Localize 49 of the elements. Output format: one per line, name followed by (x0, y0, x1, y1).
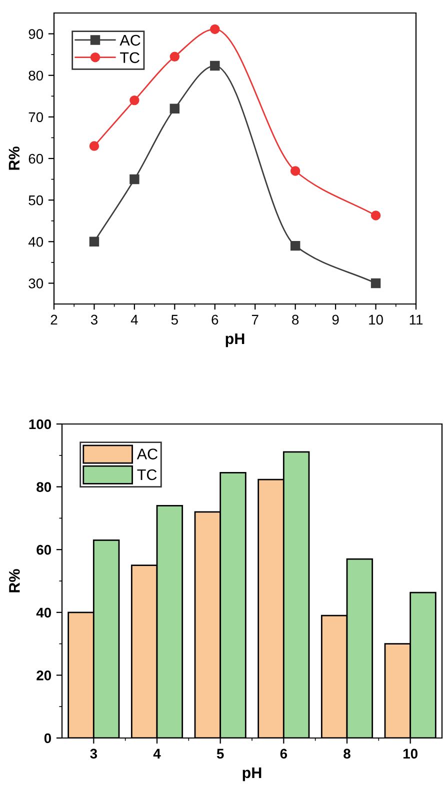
y-axis-title: R% (8, 146, 20, 170)
y-tick-label: 60 (28, 154, 44, 164)
point (370, 278, 381, 288)
legend-label: AC (136, 448, 158, 460)
y-tick-label: 100 (29, 419, 52, 430)
point (89, 236, 100, 247)
point (170, 52, 180, 62)
x-tick-label: 7 (252, 314, 258, 324)
y-tick-label: 0 (44, 733, 52, 744)
x-tick-label: 10 (403, 748, 418, 759)
point (370, 210, 381, 220)
x-axis-title: pH (226, 333, 244, 348)
point (170, 104, 180, 114)
legend-label: TC (120, 52, 140, 64)
y-axis-title: R% (9, 569, 20, 592)
x-tick-label: 4 (130, 314, 138, 324)
x-tick-label: 6 (280, 748, 288, 759)
x-tick-label: 5 (171, 314, 178, 325)
x-tick-label: 3 (90, 748, 98, 759)
x-tick-label: 8 (344, 748, 350, 759)
x-tick-label: 3 (90, 314, 98, 325)
y-tick-label: 30 (28, 278, 44, 288)
y-tick-label: 80 (36, 482, 52, 492)
y-tick-label: 50 (28, 195, 44, 206)
x-tick-label: 2 (50, 314, 58, 324)
point (290, 166, 300, 176)
point (130, 95, 140, 106)
legend-label: TC (137, 469, 157, 480)
x-tick-label: 5 (216, 748, 224, 759)
x-tick-label: 10 (369, 314, 383, 325)
x-tick-label: 4 (153, 748, 161, 758)
point (210, 24, 220, 34)
y-tick-label: 60 (36, 544, 52, 555)
y-tick-label: 70 (28, 112, 44, 122)
x-axis-title: pH (242, 767, 262, 782)
y-tick-label: 40 (36, 608, 52, 618)
legend-label: AC (120, 34, 140, 46)
x-tick-label: 9 (332, 314, 339, 325)
x-tick-label: 8 (292, 314, 299, 325)
point (210, 60, 220, 71)
point (130, 174, 140, 184)
y-tick-label: 20 (36, 670, 52, 680)
x-tick-label: 6 (212, 314, 218, 325)
y-tick-label: 90 (28, 29, 44, 39)
x-tick-label: 11 (410, 314, 423, 324)
y-tick-label: 40 (28, 236, 44, 247)
y-tick-label: 80 (28, 70, 44, 81)
point (290, 240, 300, 251)
point (89, 141, 100, 151)
